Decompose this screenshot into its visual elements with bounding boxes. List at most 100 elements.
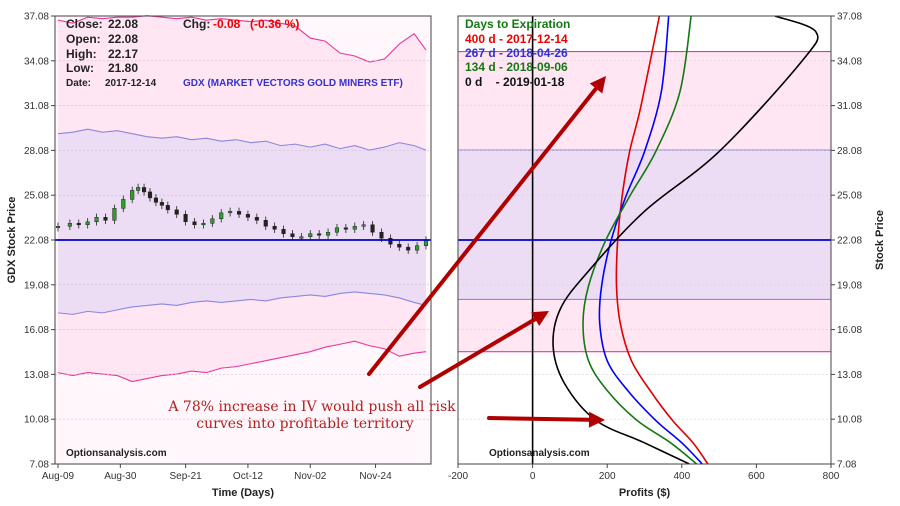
candle-body (317, 233, 322, 236)
left-y-axis-title: GDX Stock Price (6, 197, 18, 284)
candle-body (370, 224, 375, 233)
annotation: A 78% increase in IV would push all risk… (167, 399, 456, 432)
candle-body (281, 228, 286, 234)
candle-body (153, 197, 158, 203)
price-y-ticks: 7.08 10.08 13.08 16.08 19.08 22.08 25.08 28.08 3… (24, 12, 55, 471)
risk-curve-267d (598, 16, 703, 464)
candle-body (210, 218, 215, 224)
x-tick-label: 600 (748, 471, 765, 482)
y-tick-label: 37.08 (24, 12, 49, 23)
candle-body (299, 236, 304, 239)
risk-curve-panel: 7.08 10.08 13.08 16.08 19.08 22.08 25.08 28.08 3… (448, 12, 886, 500)
candle-body (326, 231, 331, 236)
arrow-to-middle (418, 311, 549, 389)
candle-body (183, 214, 188, 223)
risk-curve-400d (615, 16, 709, 464)
candle-body (165, 205, 170, 211)
y-tick-label: 22.08 (837, 236, 862, 247)
y-tick-label: 34.08 (837, 56, 862, 67)
x-tick-label: Oct-12 (233, 471, 263, 482)
candle-body (174, 209, 179, 215)
low-label: Low: (66, 61, 94, 75)
price-chart-panel: 7.08 10.08 13.08 16.08 19.08 22.08 25.08 28.08 3… (6, 12, 432, 499)
left-watermark: Optionsanalysis.com (66, 448, 167, 459)
risk-curve-134d (582, 16, 698, 464)
annotation-arrows (367, 76, 606, 428)
high-value: 22.17 (108, 47, 138, 61)
y-tick-label: 16.08 (837, 325, 862, 336)
inner-price-band (458, 150, 831, 300)
x-tick-label: -200 (448, 471, 468, 482)
open-value: 22.08 (108, 32, 138, 46)
y-tick-label: 16.08 (24, 325, 49, 336)
candle-body (379, 231, 384, 239)
candle-body (201, 223, 206, 226)
right-y-axis-title: Stock Price (874, 210, 886, 270)
x-tick-label: Aug-30 (104, 471, 137, 482)
y-tick-label: 13.08 (837, 370, 862, 381)
low-value: 21.80 (108, 61, 138, 75)
chg-value: -0.08 (213, 17, 241, 31)
x-tick-label: 0 (530, 471, 536, 482)
candle-body (55, 226, 61, 229)
candle-body (352, 226, 357, 230)
y-tick-label: 25.08 (837, 191, 862, 202)
y-tick-label: 10.08 (24, 415, 49, 426)
y-tick-label: 31.08 (24, 101, 49, 112)
y-tick-label: 10.08 (837, 415, 862, 426)
risk-x-ticks: -200 0 200 400 600 800 (448, 464, 840, 482)
y-tick-label: 34.08 (24, 56, 49, 67)
candle-body (388, 237, 393, 245)
y-tick-label: 28.08 (24, 146, 49, 157)
arrow-to-lower-head (588, 411, 605, 428)
candle-body (67, 223, 72, 227)
candle-body (142, 187, 147, 193)
inner-lower-band-line (57, 291, 427, 315)
annotation-line-2: curves into profitable territory (196, 416, 413, 432)
y-tick-label: 7.08 (837, 460, 857, 471)
candle-body (219, 212, 224, 220)
candle-body (121, 199, 126, 209)
close-value: 22.08 (108, 17, 138, 31)
date-value: 2017-12-14 (105, 78, 157, 89)
candle-body (397, 243, 402, 248)
legend-item-0d: 0 d - 2019-01-18 (465, 75, 565, 89)
inner-upper-band-line (57, 128, 427, 151)
arrow-to-upper-band-head (589, 76, 606, 94)
y-tick-label: 7.08 (30, 460, 50, 471)
annotation-line-1: A 78% increase in IV would push all risk (167, 399, 456, 415)
candle-body (236, 211, 242, 215)
candle-body (85, 221, 90, 226)
y-tick-label: 31.08 (837, 101, 862, 112)
candle-body (192, 221, 197, 226)
candle-body (272, 226, 277, 230)
arrow-to-upper-band (367, 76, 606, 376)
y-tick-label: 22.08 (24, 236, 49, 247)
chg-pct: (-0.36 %) (250, 17, 299, 31)
candle-body (76, 223, 81, 226)
candle-body (136, 187, 141, 191)
right-x-axis-title: Profits ($) (619, 487, 671, 499)
close-label: Close: (66, 17, 103, 31)
arrow-to-upper-band-shaft (367, 86, 599, 376)
candle-body (343, 227, 348, 230)
x-tick-label: Nov-24 (359, 471, 392, 482)
y-tick-label: 25.08 (24, 191, 49, 202)
price-x-ticks: Aug-09 Aug-30 Sep-21 Oct-12 Nov-02 Nov-24 (42, 464, 392, 482)
x-tick-label: Nov-02 (294, 471, 327, 482)
y-tick-label: 19.08 (837, 280, 862, 291)
candle-body (130, 190, 135, 200)
candle-body (228, 211, 233, 214)
legend: Days to Expiration 400 d - 2017-12-14 26… (465, 17, 570, 89)
candle-body (290, 233, 295, 237)
date-label: Date: (66, 78, 91, 89)
x-tick-label: 200 (599, 471, 616, 482)
legend-item-267d: 267 d - 2018-04-26 (465, 46, 568, 60)
open-label: Open: (66, 32, 101, 46)
y-tick-label: 19.08 (24, 280, 49, 291)
left-x-axis-title: Time (Days) (212, 487, 274, 499)
right-watermark: Optionsanalysis.com (489, 448, 590, 459)
y-tick-label: 37.08 (837, 12, 862, 23)
legend-item-400d: 400 d - 2017-12-14 (465, 32, 568, 46)
